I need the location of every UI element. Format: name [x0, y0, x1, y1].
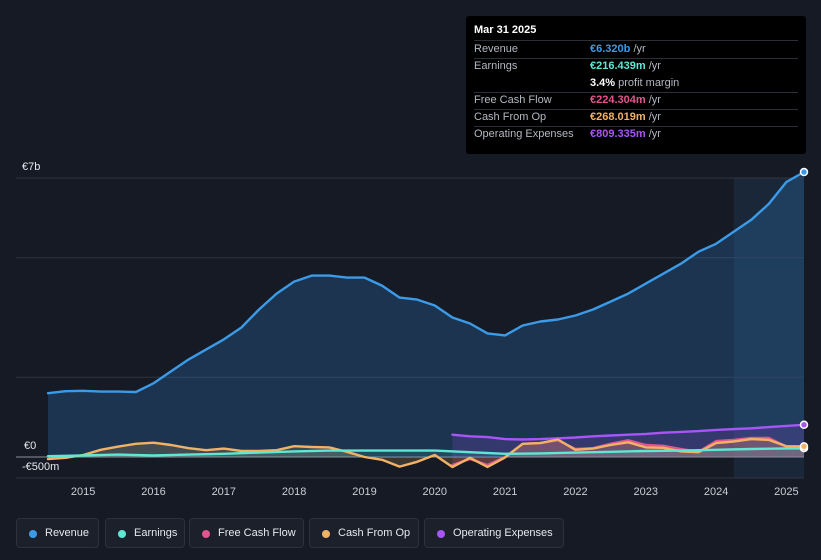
tooltip-value-revenue: €6.320b /yr — [590, 43, 646, 55]
tooltip-separator — [474, 40, 798, 41]
x-tick-label: 2020 — [423, 486, 447, 498]
x-tick-label: 2015 — [71, 486, 95, 498]
legend-item-operating-expenses[interactable]: Operating Expenses — [424, 518, 564, 548]
area-earnings — [48, 448, 804, 457]
endpoint-revenue — [799, 167, 809, 177]
tooltip-value-free-cash-flow: €224.304m /yr — [590, 94, 661, 106]
legend-item-earnings[interactable]: Earnings — [105, 518, 185, 548]
y-tick-label: €0 — [24, 440, 36, 452]
tooltip-label: Revenue — [474, 43, 519, 55]
y-axis-ticks: €7b €0 -€500m — [22, 161, 59, 473]
legend-label: Earnings — [134, 527, 178, 539]
legend-label: Operating Expenses — [453, 527, 553, 539]
tooltip-value-earnings: €216.439m /yr — [590, 60, 661, 72]
y-tick-label: €7b — [22, 161, 40, 173]
series-areas — [48, 172, 804, 467]
area-cash-from-op — [48, 439, 804, 467]
legend-label: Free Cash Flow — [218, 527, 296, 539]
tooltip-label: Cash From Op — [474, 111, 547, 123]
x-tick-label: 2016 — [141, 486, 165, 498]
area-revenue — [48, 172, 804, 457]
x-tick-label: 2024 — [704, 486, 728, 498]
legend-item-cash-from-op[interactable]: Cash From Op — [309, 518, 419, 548]
tooltip-row-profit-margin: 3.4% profit margin — [466, 75, 806, 92]
series-endpoints — [799, 167, 809, 453]
legend-label: Cash From Op — [338, 527, 411, 539]
tooltip-row-cash-from-op: Cash From Op €268.019m /yr — [466, 109, 806, 126]
x-tick-label: 2018 — [282, 486, 306, 498]
tooltip-row-free-cash-flow: Free Cash Flow €224.304m /yr — [466, 92, 806, 109]
line-operating-expenses — [451, 423, 806, 441]
endpoint-operating-expenses — [799, 420, 809, 430]
x-tick-label: 2021 — [493, 486, 517, 498]
x-tick-label: 2017 — [212, 486, 236, 498]
endpoint-cash-from-op — [799, 442, 809, 451]
tooltip-row-earnings: Earnings €216.439m /yr — [466, 58, 806, 75]
legend-dot-icon — [118, 530, 126, 538]
x-axis-ticks: 2015 2016 2017 2018 2019 2020 2021 2022 2023 2024… — [71, 486, 799, 498]
tooltip-value-operating-expenses: €809.335m /yr — [590, 128, 661, 140]
x-tick-label: 2023 — [634, 486, 658, 498]
legend-label: Revenue — [45, 527, 90, 539]
tooltip-row-operating-expenses: Operating Expenses €809.335m /yr — [466, 126, 806, 143]
tooltip-label: Earnings — [474, 60, 518, 72]
tooltip-value-cash-from-op: €268.019m /yr — [590, 111, 661, 123]
line-earnings — [46, 447, 806, 458]
line-revenue — [46, 170, 806, 395]
tooltip-separator — [474, 58, 798, 59]
y-tick-label: -€500m — [22, 461, 59, 473]
tooltip-panel: Mar 31 2025 Revenue €6.320b /yr Earnings… — [466, 16, 806, 154]
legend-dot-icon — [29, 530, 37, 538]
x-tick-label: 2019 — [352, 486, 376, 498]
tooltip-label: Operating Expenses — [474, 128, 574, 140]
tooltip-row-revenue: Revenue €6.320b /yr — [466, 41, 806, 58]
legend-dot-icon — [322, 530, 330, 538]
series-lines — [46, 170, 806, 469]
legend-item-revenue[interactable]: Revenue — [16, 518, 99, 548]
tooltip-label: Free Cash Flow — [474, 94, 552, 106]
tooltip-separator — [474, 92, 798, 93]
x-tick-label: 2022 — [563, 486, 587, 498]
tooltip-separator — [474, 126, 798, 127]
legend-dot-icon — [437, 530, 445, 538]
x-tick-label: 2025 — [774, 486, 798, 498]
tooltip-date: Mar 31 2025 — [474, 24, 537, 36]
tooltip-value-profit-margin: 3.4% profit margin — [590, 77, 680, 89]
tooltip-separator — [474, 109, 798, 110]
legend-dot-icon — [202, 530, 210, 538]
gridlines — [16, 177, 804, 479]
legend-item-free-cash-flow[interactable]: Free Cash Flow — [189, 518, 304, 548]
